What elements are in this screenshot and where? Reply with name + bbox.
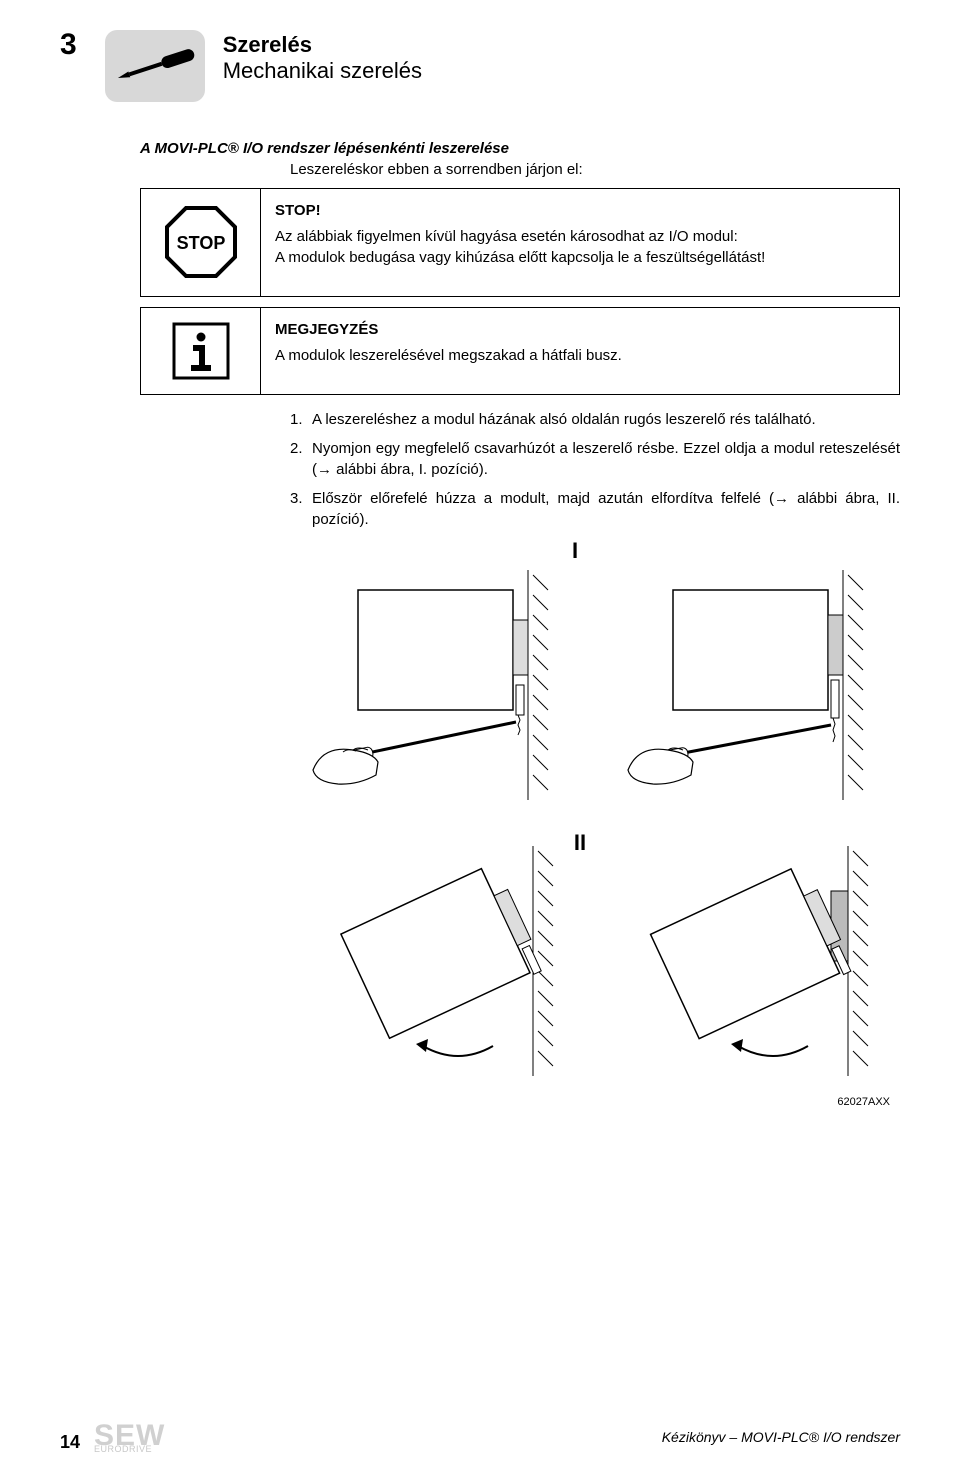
figure-code: 62027AXX bbox=[290, 1096, 890, 1108]
section-sub: Leszereléskor ebben a sorrendben járjon … bbox=[290, 161, 900, 178]
step-text: Nyomjon egy megfelelő csavarhúzót a lesz… bbox=[312, 440, 900, 478]
page-number: 14 bbox=[60, 1432, 80, 1453]
figure-1-right bbox=[613, 570, 893, 800]
stop-line2: A modulok bedugása vagy kihúzása előtt k… bbox=[275, 248, 885, 268]
footer-right: Kézikönyv – MOVI-PLC® I/O rendszer bbox=[662, 1429, 900, 1445]
screwdriver-icon bbox=[105, 30, 205, 102]
stop-text: STOP! Az alábbiak figyelmen kívül hagyás… bbox=[261, 189, 899, 296]
figure-1-left bbox=[298, 570, 578, 800]
step-item: 1.A leszereléshez a modul házának alsó o… bbox=[290, 409, 900, 430]
page-footer: 14 SEW EURODRIVE Kézikönyv – MOVI-PLC® I… bbox=[60, 1422, 900, 1453]
step-text: A leszereléshez a modul házának alsó old… bbox=[312, 411, 816, 428]
steps-list: 1.A leszereléshez a modul házának alsó o… bbox=[290, 409, 900, 530]
figure-area: I bbox=[290, 538, 900, 1108]
note-text: MEGJEGYZÉS A modulok leszerelésével megs… bbox=[261, 308, 899, 395]
stop-icon: STOP bbox=[141, 189, 261, 296]
step-item: 3.Először előrefelé húzza a modult, majd… bbox=[290, 488, 900, 530]
step-item: 2.Nyomjon egy megfelelő csavarhúzót a le… bbox=[290, 438, 900, 480]
stop-line1: Az alábbiak figyelmen kívül hagyása eset… bbox=[275, 227, 885, 247]
step-text: Először előrefelé húzza a modult, majd a… bbox=[312, 490, 900, 528]
note-heading: MEGJEGYZÉS bbox=[275, 320, 885, 340]
stop-heading: STOP! bbox=[275, 201, 885, 221]
note-notice: MEGJEGYZÉS A modulok leszerelésével megs… bbox=[140, 307, 900, 396]
title-main: Szerelés bbox=[223, 32, 422, 58]
page-header: 3 Szerelés Mechanikai szerelés bbox=[60, 30, 900, 102]
chapter-number: 3 bbox=[60, 30, 77, 60]
svg-text:STOP: STOP bbox=[176, 233, 225, 253]
note-body: A modulok leszerelésével megszakad a hát… bbox=[275, 346, 885, 366]
figure-2-left bbox=[298, 846, 578, 1076]
figure-label-1: I bbox=[290, 538, 860, 564]
section-heading: A MOVI-PLC® I/O rendszer lépésenkénti le… bbox=[140, 140, 900, 157]
brand-sub: EURODRIVE bbox=[94, 1445, 165, 1453]
stop-notice: STOP STOP! Az alábbiak figyelmen kívül h… bbox=[140, 188, 900, 297]
header-titles: Szerelés Mechanikai szerelés bbox=[223, 30, 422, 84]
brand-logo: SEW EURODRIVE bbox=[94, 1422, 165, 1453]
figure-2-right bbox=[613, 846, 893, 1076]
info-icon bbox=[141, 308, 261, 395]
title-sub: Mechanikai szerelés bbox=[223, 58, 422, 84]
